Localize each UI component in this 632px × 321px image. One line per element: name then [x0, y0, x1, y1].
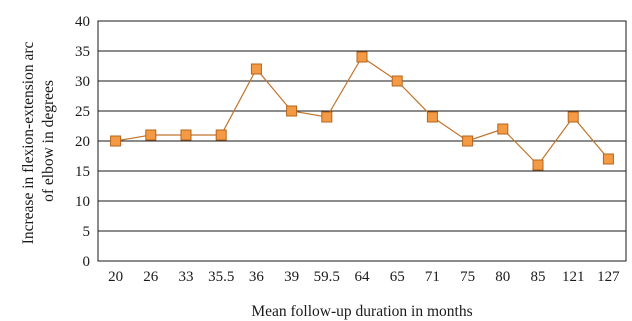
- x-tick-label: 35.5: [208, 269, 234, 285]
- x-tick-label: 36: [249, 269, 265, 285]
- x-axis-title: Mean follow-up duration in months: [251, 303, 472, 320]
- y-tick-label: 5: [83, 224, 91, 240]
- x-tick-label: 20: [108, 269, 123, 285]
- data-point: [145, 129, 157, 141]
- x-tick-label: 71: [425, 269, 440, 285]
- data-point: [391, 75, 403, 87]
- x-tick-label: 33: [179, 269, 194, 285]
- data-point: [567, 111, 579, 123]
- data-point: [497, 123, 509, 135]
- data-point: [462, 135, 474, 147]
- series: [110, 51, 614, 171]
- y-tick-label: 10: [75, 194, 90, 210]
- y-tick-label: 20: [75, 134, 90, 150]
- x-tick-label: 39: [284, 269, 299, 285]
- x-tick-label: 26: [143, 269, 159, 285]
- y-axis-ticks: 0 5 10 15 20 25 30 35 40: [75, 14, 90, 270]
- data-point: [250, 63, 262, 75]
- data-point: [321, 111, 333, 123]
- y-tick-label: 0: [83, 254, 91, 270]
- y-tick-label: 15: [75, 164, 90, 180]
- data-point: [602, 153, 614, 165]
- x-tick-label: 85: [531, 269, 546, 285]
- x-tick-label: 80: [495, 269, 510, 285]
- data-point: [215, 129, 227, 141]
- y-axis-title: Increase in flexion-extension arc of elb…: [20, 38, 57, 245]
- x-axis-ticks: 20 26 33 35.5 36 39 59.5 64 65 71 75 80 85 121 127: [108, 269, 620, 285]
- data-point: [110, 135, 122, 147]
- x-tick-label: 75: [460, 269, 475, 285]
- plot-area: [97, 20, 627, 262]
- y-tick-label: 25: [75, 104, 90, 120]
- data-point: [180, 129, 192, 141]
- x-tick-label: 121: [562, 269, 585, 285]
- y-axis-title-line-1: Increase in flexion-extension arc: [20, 41, 37, 244]
- y-axis-title-line-2: of elbow in degrees: [40, 80, 57, 202]
- data-point: [356, 51, 368, 63]
- y-tick-label: 30: [75, 74, 90, 90]
- data-point: [426, 111, 438, 123]
- x-tick-label: 64: [355, 269, 371, 285]
- x-tick-label: 127: [597, 269, 620, 285]
- x-tick-label: 59.5: [314, 269, 340, 285]
- y-tick-label: 35: [75, 44, 90, 60]
- x-tick-label: 65: [390, 269, 405, 285]
- y-tick-label: 40: [75, 14, 90, 30]
- data-point: [532, 159, 544, 171]
- data-point: [286, 105, 298, 117]
